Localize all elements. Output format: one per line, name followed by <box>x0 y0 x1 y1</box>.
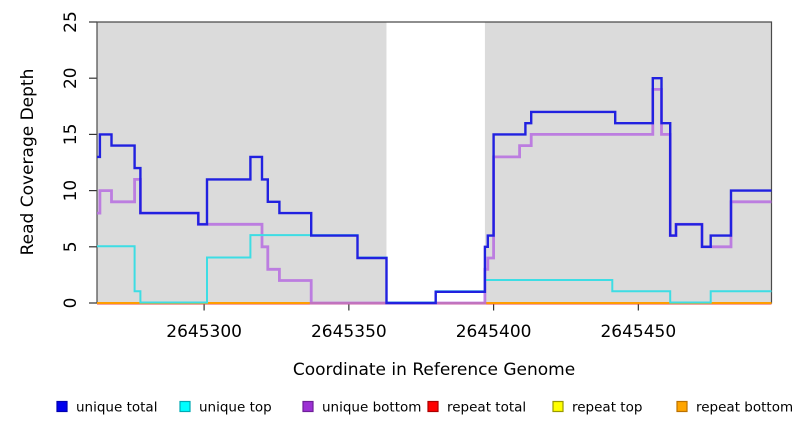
legend-label-unique-total: unique total <box>76 400 157 416</box>
y-axis-tick-label: 15 <box>61 124 81 146</box>
x-axis-tick-label: 2645400 <box>456 322 532 342</box>
series-unique-total-line <box>97 77 772 305</box>
legend-label-unique-bottom: unique bottom <box>322 400 421 416</box>
x-axis-tick-label: 2645300 <box>166 322 242 342</box>
legend-swatch-unique-bottom <box>302 400 314 413</box>
legend-swatch-repeat-total <box>427 400 439 413</box>
legend-swatch-repeat-top <box>552 400 564 413</box>
y-axis-tick-label: 5 <box>61 241 81 252</box>
legend-swatch-unique-top <box>179 400 191 413</box>
legend-label-repeat-bottom: repeat bottom <box>696 400 792 416</box>
legend-swatch-repeat-bottom <box>676 400 688 413</box>
y-axis-tick-label: 20 <box>61 67 81 89</box>
legend-label-repeat-total: repeat total <box>447 400 526 416</box>
y-axis-tick-label: 0 <box>61 298 81 309</box>
legend-swatch-unique-total <box>56 400 68 413</box>
x-axis-title: Coordinate in Reference Genome <box>293 360 575 380</box>
legend-label-repeat-top: repeat top <box>572 400 642 416</box>
y-axis-title: Read Coverage Depth <box>18 69 38 256</box>
legend-label-unique-top: unique top <box>199 400 272 416</box>
highlight-band <box>386 22 485 303</box>
x-axis-tick-label: 2645350 <box>311 322 387 342</box>
y-axis-tick-label: 10 <box>61 180 81 202</box>
x-axis-tick-label: 2645450 <box>600 322 676 342</box>
y-axis-tick-label: 25 <box>61 11 81 33</box>
